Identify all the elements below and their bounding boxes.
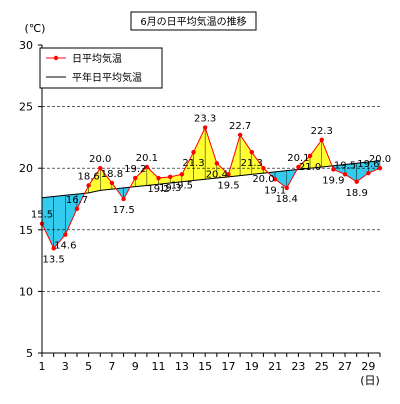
legend-actual-marker — [53, 55, 59, 61]
daily-temperature-point — [63, 232, 68, 237]
daily-temperature-line — [41, 126, 381, 250]
data-label: 16.7 — [66, 195, 88, 206]
x-tick-label: 13 — [175, 360, 189, 373]
data-label: 23.3 — [194, 114, 216, 125]
data-label: 20.1 — [287, 153, 309, 164]
legend-box — [39, 47, 163, 89]
daily-temperature-point — [272, 177, 278, 182]
daily-temperature-point — [86, 183, 91, 188]
data-label: 19.5 — [217, 180, 239, 191]
legend-normal-label: 平年日平均気温 — [72, 71, 142, 84]
data-label: 19.5 — [334, 160, 356, 171]
data-label: 21.0 — [299, 162, 321, 173]
data-label: 22.7 — [229, 121, 251, 132]
daily-temperature-point — [121, 196, 126, 202]
daily-temperature-point — [261, 166, 266, 171]
daily-temperature-point — [191, 149, 196, 155]
data-label: 20.1 — [136, 153, 158, 164]
y-tick-label: 25 — [19, 101, 33, 114]
daily-temperature-point — [226, 172, 231, 177]
data-label: 19.2 — [124, 164, 146, 175]
x-tick-label: 5 — [85, 360, 92, 373]
daily-temperature-point — [51, 246, 56, 251]
daily-temperature-point — [109, 180, 115, 186]
x-axis-unit-label: (日) — [360, 374, 380, 387]
daily-temperature-point — [133, 175, 138, 181]
data-label: 13.5 — [43, 254, 65, 265]
legend-actual-label: 日平均気温 — [72, 52, 122, 65]
daily-temperature-point — [249, 149, 254, 155]
data-label: 19.3 — [159, 183, 181, 194]
x-tick-label: 27 — [338, 360, 352, 373]
data-label: 20.0 — [89, 154, 111, 165]
data-label: 18.4 — [276, 194, 298, 205]
chart-title: 6月の日平均気温の推移 — [140, 15, 246, 28]
daily-temperature-point — [331, 167, 336, 172]
y-tick-label: 15 — [19, 224, 33, 237]
x-tick-label: 11 — [152, 360, 166, 373]
normal-series-layer — [41, 160, 381, 199]
x-tick-label: 29 — [361, 360, 375, 373]
data-label: 20.0 — [369, 154, 391, 165]
data-label: 21.3 — [241, 158, 263, 169]
data-label: 19.2 — [147, 184, 169, 195]
data-label: 18.6 — [77, 171, 99, 182]
daily-temperature-point — [366, 170, 371, 176]
x-tick-label: 21 — [268, 360, 282, 373]
data-label: 17.5 — [112, 205, 134, 216]
legend: 日平均気温 平年日平均気温 — [39, 47, 163, 89]
data-label: 19.5 — [171, 180, 193, 191]
daily-temperature-point — [144, 164, 150, 170]
data-labels-layer: 15.513.514.616.718.620.018.817.519.220.1… — [31, 114, 391, 266]
x-tick-label: 15 — [198, 360, 212, 373]
data-label: 14.6 — [54, 241, 76, 252]
data-label: 20.0 — [252, 174, 274, 185]
x-tick-label: 9 — [132, 360, 139, 373]
x-tick-label: 1 — [39, 360, 46, 373]
title-box — [130, 11, 257, 31]
y-tick-label: 30 — [19, 39, 33, 52]
daily-temperature-point — [179, 172, 185, 177]
actual-series-layer — [39, 125, 383, 251]
data-label: 19.9 — [322, 175, 344, 186]
daily-temperature-point — [354, 179, 359, 184]
y-tick-label: 10 — [19, 285, 33, 298]
x-tick-label: 23 — [291, 360, 305, 373]
daily-temperature-point — [237, 132, 243, 138]
daily-temperature-point — [296, 164, 301, 170]
x-tick-label: 25 — [315, 360, 329, 373]
daily-temperature-point — [214, 161, 220, 166]
daily-temperature-point — [202, 125, 208, 130]
daily-temperature-point — [284, 185, 289, 191]
x-tick-label: 19 — [245, 360, 259, 373]
data-label: 22.3 — [311, 126, 333, 137]
data-label: 18.8 — [101, 169, 123, 180]
daily-temperature-point — [168, 174, 173, 180]
normal-temperature-line — [41, 160, 381, 199]
x-tick-label: 7 — [108, 360, 115, 373]
daily-temperature-point — [319, 137, 324, 143]
y-tick-label: 5 — [26, 347, 33, 360]
daily-temperature-point — [74, 206, 80, 212]
data-label: 18.9 — [346, 188, 368, 199]
daily-temperature-point — [307, 153, 313, 159]
y-axis-unit-label: (℃) — [25, 22, 46, 35]
x-tick-label: 3 — [62, 360, 69, 373]
data-label: 20.4 — [206, 169, 228, 180]
y-tick-label: 20 — [19, 162, 33, 175]
daily-temperature-point — [98, 166, 103, 171]
daily-temperature-point — [377, 166, 383, 171]
daily-temperature-point — [156, 175, 161, 181]
difference-fill-segment — [239, 134, 252, 176]
difference-fill-segment — [193, 127, 206, 181]
x-tick-label: 17 — [221, 360, 235, 373]
data-label: 19.1 — [264, 185, 286, 196]
data-label: 21.3 — [182, 158, 204, 169]
daily-temperature-point — [342, 172, 348, 177]
data-label: 19.6 — [357, 159, 379, 170]
